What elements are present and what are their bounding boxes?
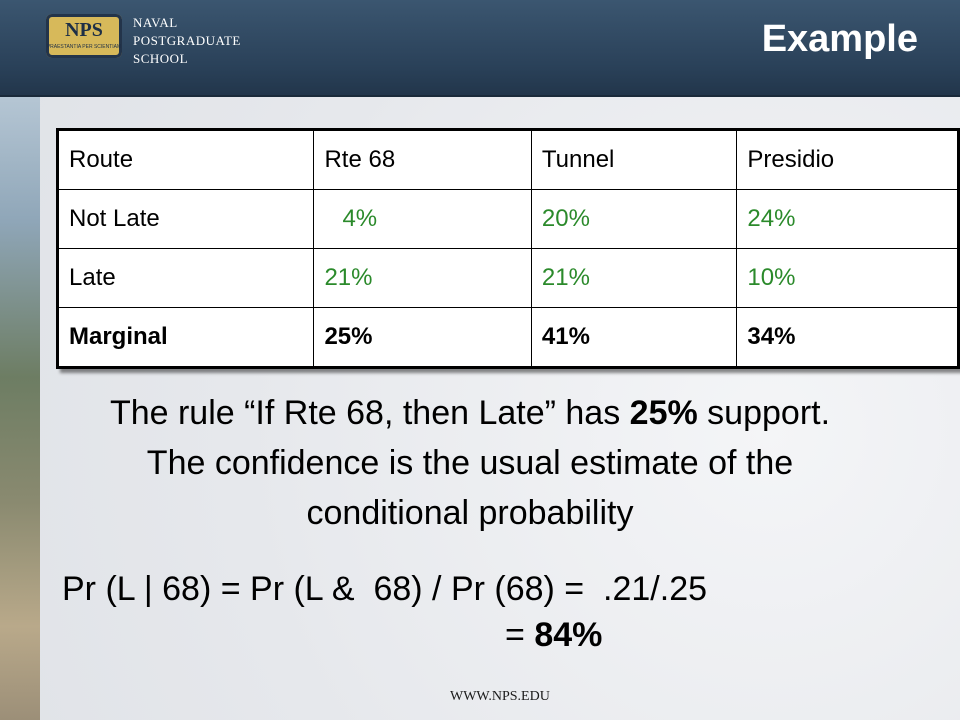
table-row: Not Late 4% 20% 24% [56,189,959,249]
formula: Pr (L | 68) = Pr (L & 68) / Pr (68) = .2… [62,570,708,608]
table-row: Route Rte 68 Tunnel Presidio [56,129,959,190]
logo-motto: PRAESTANTIA PER SCIENTIAM [46,44,122,50]
footer-url: WWW.NPS.EDU [450,689,550,704]
paragraph: The rule “If Rte 68, then Late” has 25% … [90,388,850,538]
table-cell: 25% [313,307,532,368]
text: = [505,616,525,654]
text: support. The confidence is the usual est… [146,394,831,532]
table: Route Rte 68 Tunnel Presidio Not Late 4% 20% 24… [56,128,960,369]
text: The rule “If Rte 68, then Late” has [109,394,630,432]
table-cell: 10% [736,248,959,308]
logo-text: NAVAL POSTGRADUATE SCHOOL [133,14,241,68]
table-cell: 34% [736,307,959,368]
bold-text: 84% [534,616,603,654]
table-cell: Tunnel [530,129,738,190]
header: NPS PRAESTANTIA PER SCIENTIAM NAVAL POST… [0,0,960,97]
table-row: Late 21% 21% 10% [56,248,959,308]
side-photo [0,97,40,720]
table-cell: Route [56,129,315,190]
slide-title: Example [761,18,918,60]
table-cell: 4% [313,189,532,249]
table-row: Marginal 25% 41% 34% [56,307,959,368]
logo-line: SCHOOL [133,51,189,66]
logo-line: NAVAL [133,15,178,30]
logo-line: POSTGRADUATE [133,33,241,48]
table-cell: Presidio [736,129,959,190]
table-cell: Not Late [56,189,315,249]
logo-badge: NPS PRAESTANTIA PER SCIENTIAM [46,14,122,58]
table-cell: 20% [530,189,738,249]
table-cell: Rte 68 [313,129,532,190]
table-cell: Late [56,248,315,308]
formula-result: = 84% [505,616,602,655]
logo-badge-text: NPS [65,19,103,41]
table-cell: 24% [736,189,959,249]
table-cell: 21% [313,248,532,308]
table-cell: 41% [530,307,738,368]
table-cell: Marginal [56,307,315,368]
table-cell: 21% [530,248,738,308]
bold-text: 25% [629,394,698,432]
